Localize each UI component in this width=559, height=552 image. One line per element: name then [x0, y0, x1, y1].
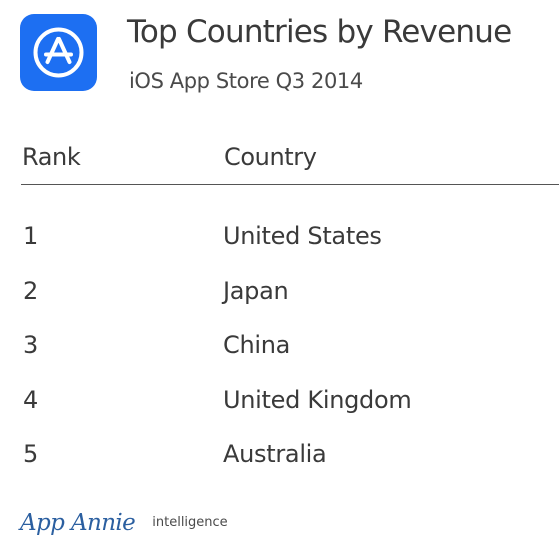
table-row: 4 United Kingdom	[0, 382, 559, 437]
column-header-country: Country	[224, 143, 317, 171]
footer: App Annie intelligence	[20, 505, 228, 541]
country-cell: Australia	[223, 440, 327, 468]
header-divider	[21, 184, 559, 185]
rank-cell: 3	[23, 331, 39, 359]
country-cell: Japan	[223, 276, 289, 305]
brand-logo: App Annie	[20, 510, 136, 536]
table-row: 2 Japan	[0, 273, 559, 328]
brand-tagline: intelligence	[152, 515, 228, 530]
rank-cell: 2	[23, 276, 39, 305]
country-cell: United Kingdom	[223, 385, 412, 414]
table-row: 5 Australia	[0, 436, 559, 491]
table-row: 3 China	[0, 327, 559, 382]
page-subtitle: iOS App Store Q3 2014	[129, 69, 363, 93]
app-store-logo-glyph	[33, 27, 84, 78]
page-title: Top Countries by Revenue	[127, 14, 512, 50]
app-store-icon	[20, 14, 97, 91]
ranking-table: 1 United States 2 Japan 3 China 4 United…	[0, 218, 559, 491]
column-header-rank: Rank	[22, 143, 81, 171]
country-cell: China	[223, 331, 291, 359]
rank-cell: 4	[23, 385, 39, 414]
table-row: 1 United States	[0, 218, 559, 273]
rank-cell: 1	[23, 222, 39, 250]
rank-cell: 5	[23, 440, 39, 468]
country-cell: United States	[223, 222, 382, 250]
